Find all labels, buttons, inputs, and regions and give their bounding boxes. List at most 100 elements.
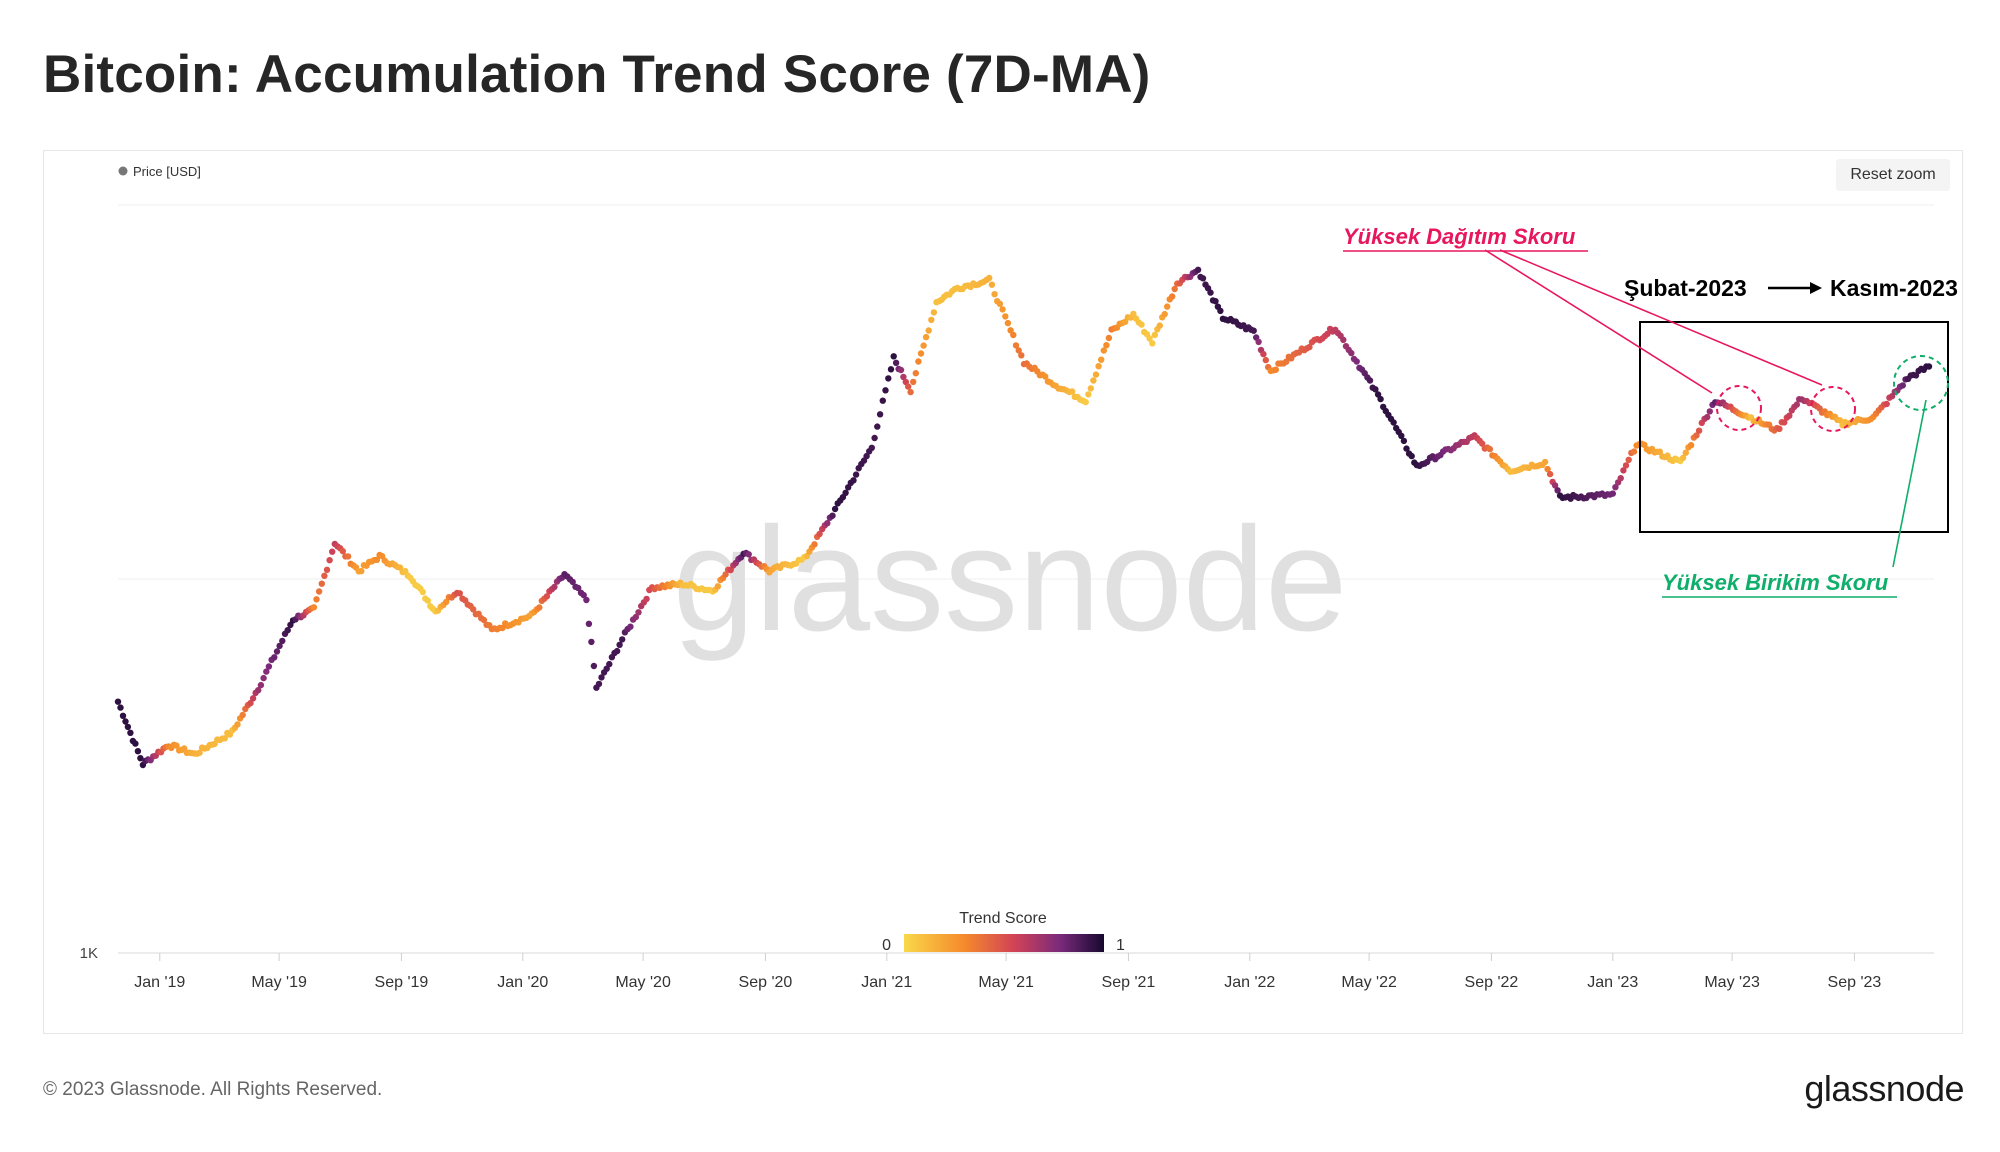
price-point (580, 591, 587, 599)
price-point (134, 748, 142, 755)
price-point (119, 712, 127, 719)
price-point (1068, 388, 1076, 395)
price-point (874, 423, 881, 430)
price-point (1007, 327, 1014, 334)
price-point (714, 583, 722, 590)
accumulation-annotation: Yüksek Birikim Skoru (1662, 570, 1889, 595)
price-point (1390, 419, 1397, 426)
price-point (456, 590, 463, 597)
distribution-pointer-1 (1484, 249, 1713, 394)
price-point (887, 366, 895, 373)
colorbar-min-label: 0 (882, 937, 891, 954)
highlight-box (1639, 321, 1949, 533)
x-tick-label: May '22 (1341, 974, 1397, 991)
price-point (1786, 412, 1793, 419)
price-point (276, 642, 283, 650)
price-point (842, 489, 849, 496)
price-point (1625, 456, 1632, 463)
price-point (569, 578, 576, 586)
price-point (1262, 356, 1270, 364)
price-point (892, 359, 900, 366)
price-point (326, 557, 333, 564)
price-point (373, 556, 381, 563)
distribution-pointer-2 (1499, 249, 1823, 386)
price-point (279, 637, 286, 645)
price-point (1092, 371, 1100, 378)
price-point (1551, 482, 1559, 489)
price-point (1793, 401, 1801, 408)
price-point (1082, 398, 1089, 406)
price-point (996, 300, 1004, 307)
price-point (829, 512, 836, 519)
price-point (1403, 445, 1410, 452)
price-point (329, 548, 336, 555)
price-point (470, 606, 477, 613)
watermark: glassnode (673, 497, 1348, 662)
price-point (263, 668, 270, 675)
x-tick-label: Jan '23 (1587, 974, 1638, 991)
colorbar (904, 934, 1104, 952)
price-point (221, 735, 228, 742)
accumulation-circle (1893, 355, 1949, 411)
price-point (868, 444, 875, 451)
price-point (879, 397, 886, 404)
price-point (1004, 319, 1012, 327)
price-point (196, 749, 203, 756)
price-point (132, 740, 139, 747)
price-point (260, 674, 267, 682)
price-point (1682, 449, 1690, 456)
price-point (1630, 448, 1638, 455)
price-point (917, 350, 925, 357)
legend-marker (118, 166, 128, 176)
price-point (1408, 452, 1415, 460)
period-start-label: Şubat-2023 (1624, 275, 1747, 301)
reset-zoom-button[interactable]: Reset zoom (1836, 159, 1950, 191)
price-point (536, 604, 543, 611)
price-point (1693, 432, 1700, 439)
price-point (1151, 331, 1159, 339)
price-point (1656, 448, 1664, 455)
price-point (1883, 400, 1890, 408)
price-point (419, 588, 426, 596)
price-point (1541, 458, 1549, 466)
price-point (1138, 321, 1145, 328)
price-point (1617, 475, 1624, 482)
x-axis: Jan '19 May '19 Sep '19 Jan '20 May '20 Sep '… (134, 953, 1881, 991)
price-point (313, 596, 320, 603)
price-point (1015, 347, 1022, 354)
price-point (988, 281, 996, 288)
price-point (1212, 298, 1219, 305)
x-tick-label: May '20 (615, 974, 671, 991)
distribution-circle-2 (1810, 386, 1856, 432)
price-point (1925, 363, 1933, 370)
price-point (273, 648, 281, 655)
price-point (1085, 391, 1092, 398)
x-tick-label: Sep '22 (1465, 974, 1519, 991)
price-point (850, 477, 857, 484)
price-point (1018, 352, 1025, 359)
x-tick-label: Jan '22 (1224, 974, 1275, 991)
price-point (1105, 334, 1113, 342)
price-point (816, 530, 823, 538)
price-point (137, 755, 144, 762)
price-point (551, 583, 558, 591)
price-point (871, 434, 878, 442)
price-point (265, 663, 273, 670)
chart-frame (43, 150, 1963, 1034)
price-point (1836, 417, 1844, 424)
price-point (543, 593, 551, 600)
grid-lines (118, 204, 1934, 954)
period-arrow-head (1810, 282, 1822, 294)
price-point (627, 623, 634, 630)
x-tick-label: May '23 (1704, 974, 1760, 991)
price-point (1479, 440, 1486, 447)
price-point (1704, 413, 1711, 421)
price-point (575, 584, 582, 592)
x-tick-label: Jan '21 (861, 974, 912, 991)
price-point (1622, 462, 1630, 469)
price-point (1306, 343, 1313, 351)
legend-label[interactable]: Price [USD] (133, 164, 201, 179)
price-point (1100, 347, 1108, 354)
price-point (986, 274, 993, 282)
price-point (613, 647, 621, 655)
